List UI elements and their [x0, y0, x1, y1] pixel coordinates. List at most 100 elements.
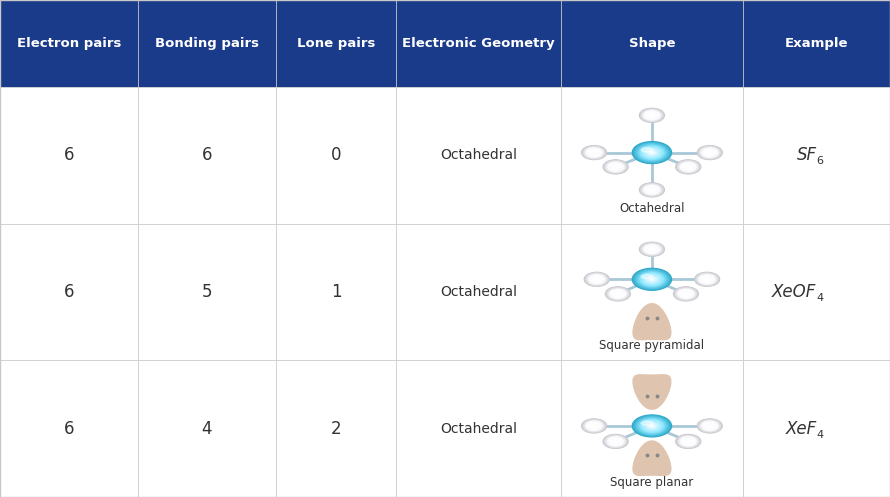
- Ellipse shape: [607, 436, 625, 446]
- Ellipse shape: [704, 150, 716, 156]
- Ellipse shape: [645, 246, 652, 249]
- Ellipse shape: [685, 440, 692, 443]
- FancyBboxPatch shape: [561, 224, 743, 360]
- Ellipse shape: [640, 183, 664, 196]
- Ellipse shape: [642, 244, 662, 255]
- Ellipse shape: [700, 147, 720, 158]
- Ellipse shape: [674, 287, 699, 301]
- Ellipse shape: [643, 244, 661, 254]
- Ellipse shape: [650, 278, 654, 280]
- Ellipse shape: [644, 111, 659, 119]
- Ellipse shape: [585, 273, 609, 286]
- Ellipse shape: [647, 112, 657, 118]
- Ellipse shape: [595, 278, 599, 281]
- Ellipse shape: [641, 273, 663, 285]
- Ellipse shape: [643, 185, 660, 195]
- Ellipse shape: [700, 147, 720, 159]
- Ellipse shape: [704, 277, 710, 281]
- Ellipse shape: [678, 290, 693, 298]
- Ellipse shape: [639, 146, 665, 160]
- Text: Octahedral: Octahedral: [440, 285, 517, 299]
- Ellipse shape: [645, 112, 652, 115]
- Ellipse shape: [682, 163, 695, 171]
- Ellipse shape: [642, 109, 662, 121]
- Ellipse shape: [611, 439, 620, 444]
- Ellipse shape: [587, 150, 595, 152]
- Ellipse shape: [708, 425, 711, 426]
- Ellipse shape: [676, 161, 700, 173]
- Ellipse shape: [588, 150, 600, 156]
- Ellipse shape: [637, 145, 667, 161]
- Ellipse shape: [643, 148, 660, 158]
- Ellipse shape: [584, 272, 610, 286]
- Ellipse shape: [680, 436, 697, 446]
- Ellipse shape: [677, 161, 700, 173]
- Ellipse shape: [700, 275, 715, 283]
- Ellipse shape: [642, 184, 662, 195]
- Ellipse shape: [609, 438, 616, 441]
- Ellipse shape: [706, 424, 714, 428]
- Ellipse shape: [609, 289, 627, 299]
- Ellipse shape: [646, 186, 659, 193]
- Ellipse shape: [643, 245, 660, 254]
- Ellipse shape: [695, 273, 719, 286]
- Ellipse shape: [586, 421, 603, 431]
- Ellipse shape: [607, 288, 628, 300]
- Ellipse shape: [617, 293, 619, 295]
- Ellipse shape: [701, 421, 718, 431]
- Ellipse shape: [590, 151, 598, 155]
- Text: 6: 6: [202, 146, 212, 165]
- Ellipse shape: [636, 270, 668, 288]
- Ellipse shape: [639, 183, 664, 197]
- Ellipse shape: [645, 186, 659, 194]
- Ellipse shape: [647, 276, 657, 282]
- Ellipse shape: [684, 293, 688, 295]
- Ellipse shape: [590, 276, 597, 279]
- Ellipse shape: [649, 248, 655, 251]
- Ellipse shape: [698, 419, 723, 433]
- FancyBboxPatch shape: [561, 0, 743, 87]
- Ellipse shape: [593, 277, 601, 281]
- Ellipse shape: [640, 109, 664, 122]
- Ellipse shape: [646, 246, 659, 252]
- Ellipse shape: [708, 424, 712, 427]
- Ellipse shape: [644, 148, 659, 157]
- FancyBboxPatch shape: [743, 87, 890, 224]
- Ellipse shape: [613, 166, 618, 168]
- Ellipse shape: [684, 165, 692, 169]
- Ellipse shape: [646, 112, 659, 119]
- Ellipse shape: [678, 436, 698, 447]
- Ellipse shape: [644, 245, 659, 253]
- Ellipse shape: [614, 166, 617, 167]
- Ellipse shape: [678, 289, 694, 298]
- Ellipse shape: [697, 274, 717, 285]
- Text: 6: 6: [64, 419, 74, 438]
- Text: Bonding pairs: Bonding pairs: [155, 37, 259, 50]
- Ellipse shape: [683, 292, 690, 296]
- Ellipse shape: [640, 243, 664, 256]
- FancyBboxPatch shape: [561, 360, 743, 497]
- Ellipse shape: [676, 288, 696, 299]
- Ellipse shape: [615, 441, 616, 442]
- Ellipse shape: [612, 165, 619, 168]
- Text: 4: 4: [817, 293, 824, 303]
- Ellipse shape: [705, 278, 709, 281]
- Ellipse shape: [706, 151, 714, 155]
- Ellipse shape: [645, 246, 659, 253]
- Ellipse shape: [705, 423, 715, 429]
- Ellipse shape: [650, 248, 654, 250]
- Ellipse shape: [706, 423, 714, 428]
- FancyBboxPatch shape: [396, 224, 561, 360]
- Ellipse shape: [592, 425, 596, 427]
- Ellipse shape: [612, 165, 619, 169]
- Text: Octahedral: Octahedral: [440, 148, 517, 163]
- Ellipse shape: [590, 150, 598, 155]
- Ellipse shape: [642, 184, 662, 196]
- Ellipse shape: [606, 436, 625, 447]
- Ellipse shape: [699, 274, 716, 284]
- Ellipse shape: [609, 438, 622, 445]
- Ellipse shape: [641, 183, 663, 196]
- Ellipse shape: [635, 143, 668, 162]
- FancyBboxPatch shape: [743, 360, 890, 497]
- Text: Octahedral: Octahedral: [440, 421, 517, 436]
